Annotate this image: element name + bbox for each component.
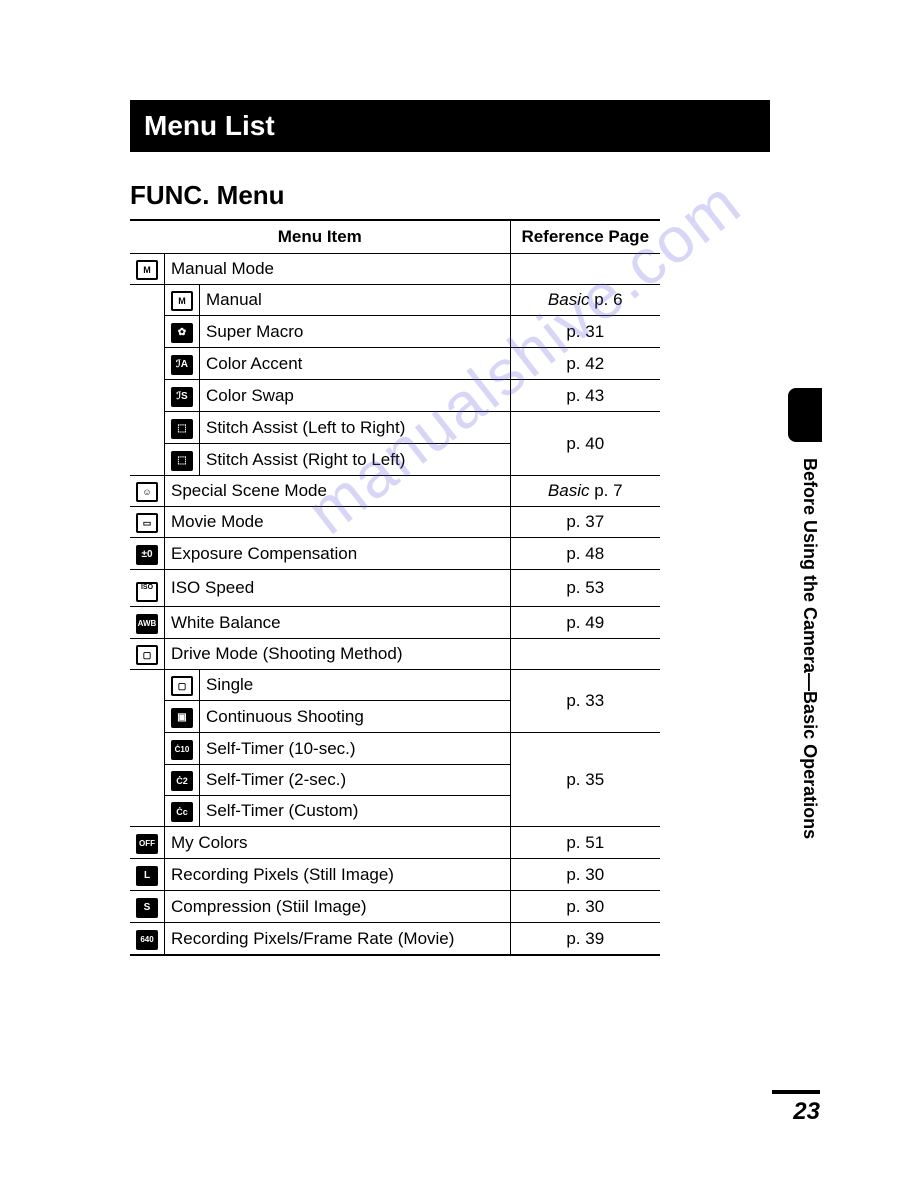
table-row: Ċ10 Self-Timer (10-sec.) p. 35 [130,733,660,765]
table-row: ℐS Color Swap p. 43 [130,380,660,412]
cell-ref: p. 30 [510,891,660,923]
func-menu-table: Menu Item Reference Page M Manual Mode M… [130,219,660,956]
cell-ref: p. 33 [510,670,660,733]
rec-pixels-movie-icon: 640 [136,930,158,950]
cell-label: Manual Mode [165,254,511,285]
cell-ref: p. 53 [510,570,660,607]
cell-ref: p. 30 [510,859,660,891]
cell-label: Stitch Assist (Right to Left) [200,444,511,476]
table-row: M Manual Mode [130,254,660,285]
exposure-icon: ±0 [136,545,158,565]
section-label: Before Using the Camera—Basic Operations [799,458,820,839]
table-row: 640 Recording Pixels/Frame Rate (Movie) … [130,923,660,956]
table-row: L Recording Pixels (Still Image) p. 30 [130,859,660,891]
awb-icon: AWB [136,614,158,634]
table-row: S Compression (Stiil Image) p. 30 [130,891,660,923]
title-bar: Menu List [130,100,770,152]
cell-ref: p. 39 [510,923,660,956]
page-content: Menu List FUNC. Menu Menu Item Reference… [130,100,770,956]
manual-icon: M [171,291,193,311]
special-scene-icon: ☺ [136,482,158,502]
table-row: ✿ Super Macro p. 31 [130,316,660,348]
cell-ref: p. 40 [510,412,660,476]
table-row: ⬚ Stitch Assist (Left to Right) p. 40 [130,412,660,444]
stitch-rl-icon: ⬚ [171,451,193,471]
cell-label: Exposure Compensation [165,538,511,570]
color-accent-icon: ℐA [171,355,193,375]
cell-label: Stitch Assist (Left to Right) [200,412,511,444]
color-swap-icon: ℐS [171,387,193,407]
cell-label: Self-Timer (10-sec.) [200,733,511,765]
cell-ref: Basic p. 6 [510,285,660,316]
movie-mode-icon: ▭ [136,513,158,533]
cell-ref: p. 48 [510,538,660,570]
table-row: AWB White Balance p. 49 [130,607,660,639]
header-reference: Reference Page [510,220,660,254]
compression-icon: S [136,898,158,918]
table-row: ±0 Exposure Compensation p. 48 [130,538,660,570]
timerc-icon: Ċc [171,802,193,822]
cell-label: My Colors [165,827,511,859]
table-row: ▢ Single p. 33 [130,670,660,701]
stitch-lr-icon: ⬚ [171,419,193,439]
cell-label: White Balance [165,607,511,639]
single-icon: ▢ [171,676,193,696]
table-row: ☺ Special Scene Mode Basic p. 7 [130,476,660,507]
cell-ref: p. 49 [510,607,660,639]
table-row: OFF My Colors p. 51 [130,827,660,859]
cell-ref: p. 35 [510,733,660,827]
iso-icon: ISO [136,582,158,602]
page-number-bar [772,1090,820,1094]
cell-label: Color Swap [200,380,511,412]
my-colors-icon: OFF [136,834,158,854]
table-row: ISO ISO Speed p. 53 [130,570,660,607]
table-row: M Manual Basic p. 6 [130,285,660,316]
cell-label: Drive Mode (Shooting Method) [165,639,511,670]
header-menu-item: Menu Item [130,220,510,254]
cell-ref: p. 42 [510,348,660,380]
manual-mode-icon: M [136,260,158,280]
subheading: FUNC. Menu [130,180,770,211]
table-row: ▭ Movie Mode p. 37 [130,507,660,538]
cell-label: Self-Timer (Custom) [200,796,511,827]
cell-ref: p. 37 [510,507,660,538]
continuous-icon: ▣ [171,708,193,728]
cell-ref: p. 43 [510,380,660,412]
cell-ref: p. 31 [510,316,660,348]
cell-label: Movie Mode [165,507,511,538]
timer10-icon: Ċ10 [171,740,193,760]
cell-label: Self-Timer (2-sec.) [200,765,511,796]
drive-mode-icon: ▢ [136,645,158,665]
page-number-block: 23 [772,1090,820,1126]
cell-label: Recording Pixels/Frame Rate (Movie) [165,923,511,956]
cell-label: Single [200,670,511,701]
super-macro-icon: ✿ [171,323,193,343]
cell-label: Compression (Stiil Image) [165,891,511,923]
page-number: 23 [772,1098,820,1126]
cell-label: ISO Speed [165,570,511,607]
cell-label: Special Scene Mode [165,476,511,507]
cell-ref: p. 51 [510,827,660,859]
section-tab [788,388,822,442]
cell-ref: Basic p. 7 [510,476,660,507]
table-row: ℐA Color Accent p. 42 [130,348,660,380]
table-row: ▢ Drive Mode (Shooting Method) [130,639,660,670]
cell-label: Super Macro [200,316,511,348]
cell-label: Continuous Shooting [200,701,511,733]
cell-label: Recording Pixels (Still Image) [165,859,511,891]
cell-label: Color Accent [200,348,511,380]
timer2-icon: Ċ2 [171,771,193,791]
cell-label: Manual [200,285,511,316]
rec-pixels-still-icon: L [136,866,158,886]
